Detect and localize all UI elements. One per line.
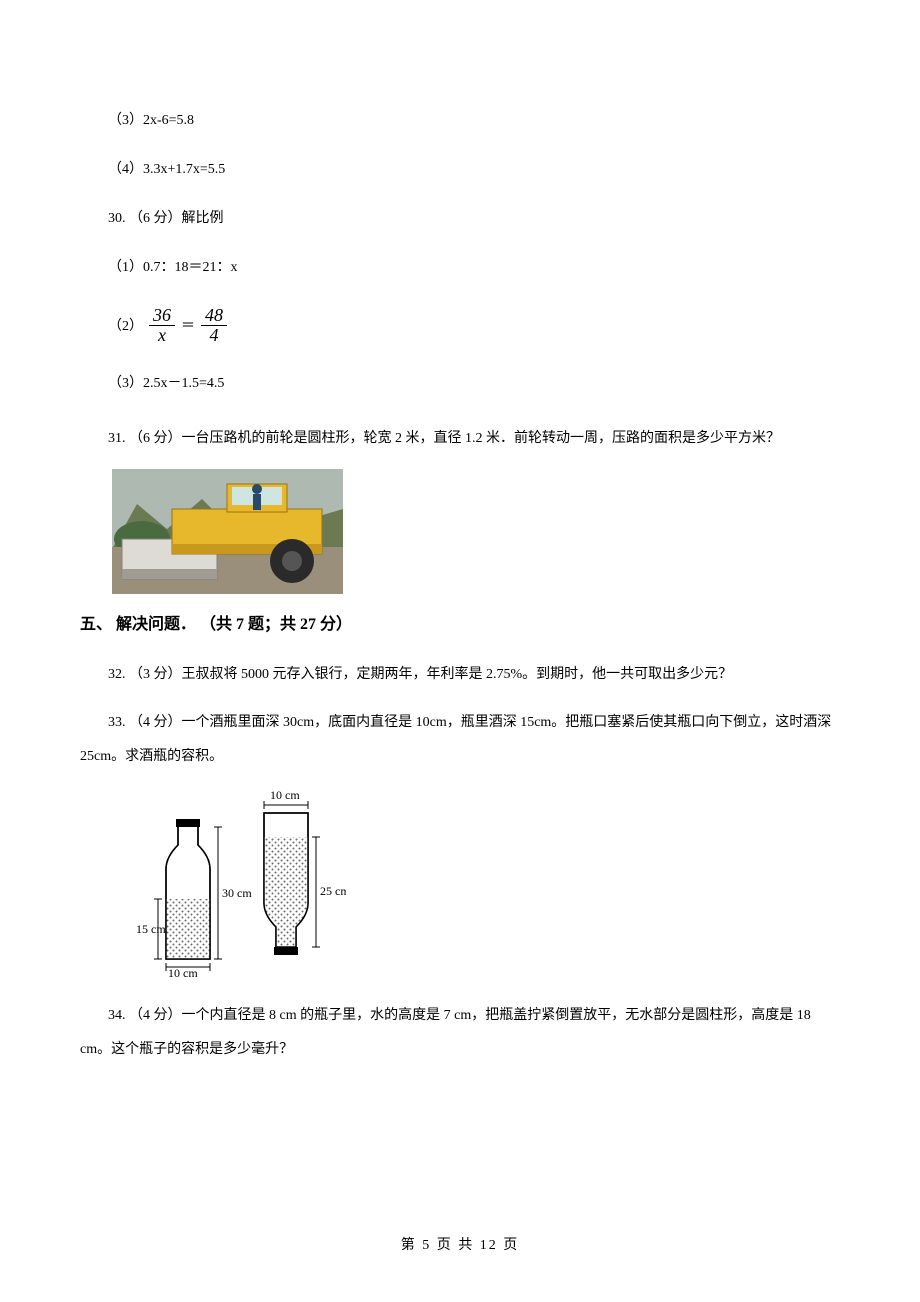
label-15cm: 15 cm [136,922,166,936]
q30-item2-prefix: （2） [108,315,143,335]
page-footer: 第 5 页 共 12 页 [0,1234,920,1254]
q29-item3: （3）2x-6=5.8 [80,110,840,131]
q30-item1: （1）0.7：18＝21：x [80,257,840,278]
frac1-num: 36 [149,306,175,326]
q30-item3: （3）2.5x－1.5=4.5 [80,373,840,394]
frac1-den: x [154,326,170,345]
q30-title: 30. （6 分）解比例 [80,208,840,229]
roller-image [112,469,840,594]
label-10cm-bottom: 10 cm [168,966,198,977]
q32-text: 32. （3 分）王叔叔将 5000 元存入银行，定期两年，年利率是 2.75%… [80,658,840,692]
q33-text: 33. （4 分）一个酒瓶里面深 30cm，底面内直径是 10cm，瓶里酒深 1… [80,706,840,773]
frac2-den: 4 [206,326,223,345]
label-30cm: 30 cm [222,886,252,900]
bottle-icon: 15 cm 30 cm 10 cm [136,787,346,977]
fraction-1: 36 x [149,306,175,345]
q30-item2: （2） 36 x ＝ 48 4 [108,306,840,345]
bottle-image: 15 cm 30 cm 10 cm [136,787,840,977]
fraction-2: 48 4 [201,306,227,345]
q31-text: 31. （6 分）一台压路机的前轮是圆柱形，轮宽 2 米，直径 1.2 米．前轮… [80,422,840,456]
roller-icon [112,469,343,594]
equals-sign: ＝ [181,315,195,335]
q29-item4: （4）3.3x+1.7x=5.5 [80,159,840,180]
label-10cm-top: 10 cm [270,788,300,802]
section5-heading: 五、 解决问题． （共 7 题；共 27 分） [80,610,840,634]
frac2-num: 48 [201,306,227,326]
label-25cm: 25 cm [320,884,346,898]
q34-text: 34. （4 分）一个内直径是 8 cm 的瓶子里，水的高度是 7 cm，把瓶盖… [80,999,840,1066]
